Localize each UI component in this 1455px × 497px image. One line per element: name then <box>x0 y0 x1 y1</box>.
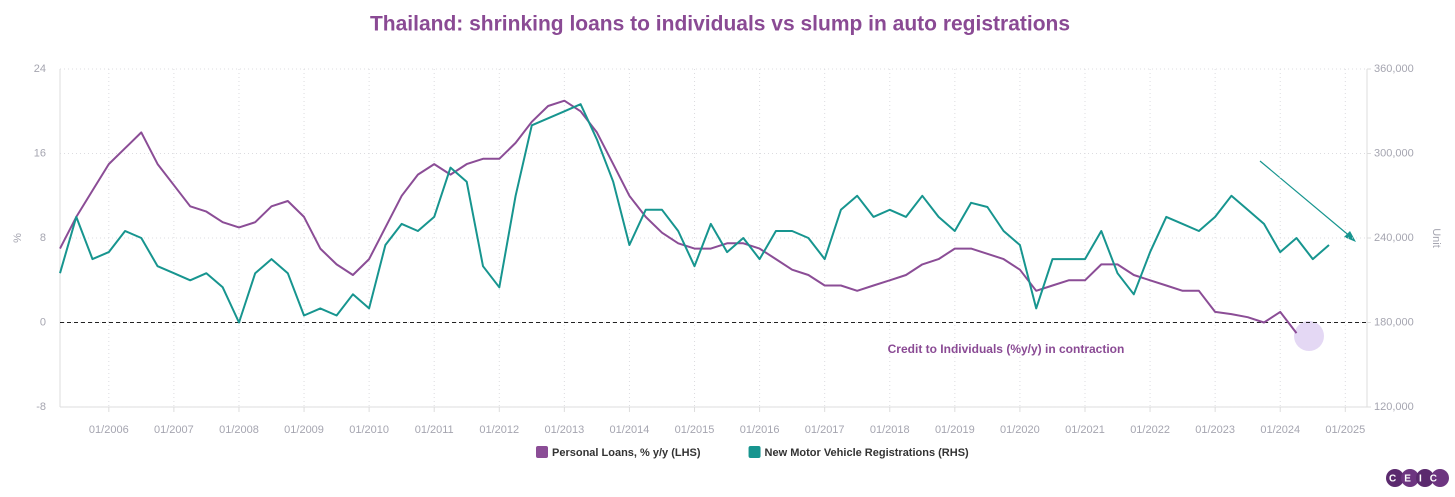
legend-label: Personal Loans, % y/y (LHS) <box>552 447 701 459</box>
y-tick-label: 0 <box>40 316 46 328</box>
x-tick-label: 01/2014 <box>610 424 650 436</box>
series-line <box>59 103 1330 324</box>
logo: CEIC <box>1386 469 1449 487</box>
x-tick-label: 01/2009 <box>284 424 324 436</box>
y-tick-label: 16 <box>34 147 46 159</box>
x-tick-label: 01/2011 <box>415 424 454 436</box>
x-tick-label: 01/2020 <box>1000 424 1040 436</box>
y-tick-label: 24 <box>34 63 46 75</box>
x-tick-label: 01/2013 <box>544 424 584 436</box>
legend-swatch <box>536 446 548 458</box>
legend-label: New Motor Vehicle Registrations (RHS) <box>765 447 969 459</box>
highlight-circle <box>1294 321 1324 351</box>
arrow-head <box>1344 231 1356 242</box>
y-tick-label: -8 <box>36 401 46 413</box>
x-tick-label: 01/2021 <box>1065 424 1105 436</box>
x-tick-label: 01/2023 <box>1195 424 1235 436</box>
y2-tick-label: 120,000 <box>1374 401 1414 413</box>
chart-title: Thailand: shrinking loans to individuals… <box>370 13 1070 36</box>
x-tick-label: 01/2024 <box>1260 424 1300 436</box>
y2-tick-label: 360,000 <box>1374 63 1414 75</box>
y2-axis-label: Unit <box>1430 228 1442 248</box>
y2-tick-label: 300,000 <box>1374 147 1414 159</box>
x-tick-label: 01/2006 <box>89 424 129 436</box>
legend-swatch <box>748 446 761 458</box>
x-tick-label: 01/2018 <box>870 424 910 436</box>
y-tick-label: 8 <box>40 232 46 244</box>
x-tick-label: 01/2017 <box>805 424 845 436</box>
x-tick-label: 01/2012 <box>479 424 519 436</box>
annotation: Credit to Individuals (%y/y) in contract… <box>888 342 1125 356</box>
series-line <box>59 99 1298 334</box>
x-tick-label: 01/2025 <box>1325 424 1365 436</box>
x-tick-label: 01/2007 <box>154 424 194 436</box>
y2-tick-label: 180,000 <box>1374 316 1414 328</box>
x-tick-label: 01/2015 <box>675 424 715 436</box>
y-axis-label: % <box>12 233 24 243</box>
x-tick-label: 01/2022 <box>1130 424 1170 436</box>
trend-arrow <box>1259 160 1353 239</box>
x-tick-label: 01/2010 <box>349 424 389 436</box>
x-tick-label: 01/2016 <box>740 424 780 436</box>
x-tick-label: 01/2019 <box>935 424 975 436</box>
logo-text: CEIC <box>1389 474 1445 485</box>
x-tick-label: 01/2008 <box>219 424 259 436</box>
y2-tick-label: 240,000 <box>1374 232 1414 244</box>
